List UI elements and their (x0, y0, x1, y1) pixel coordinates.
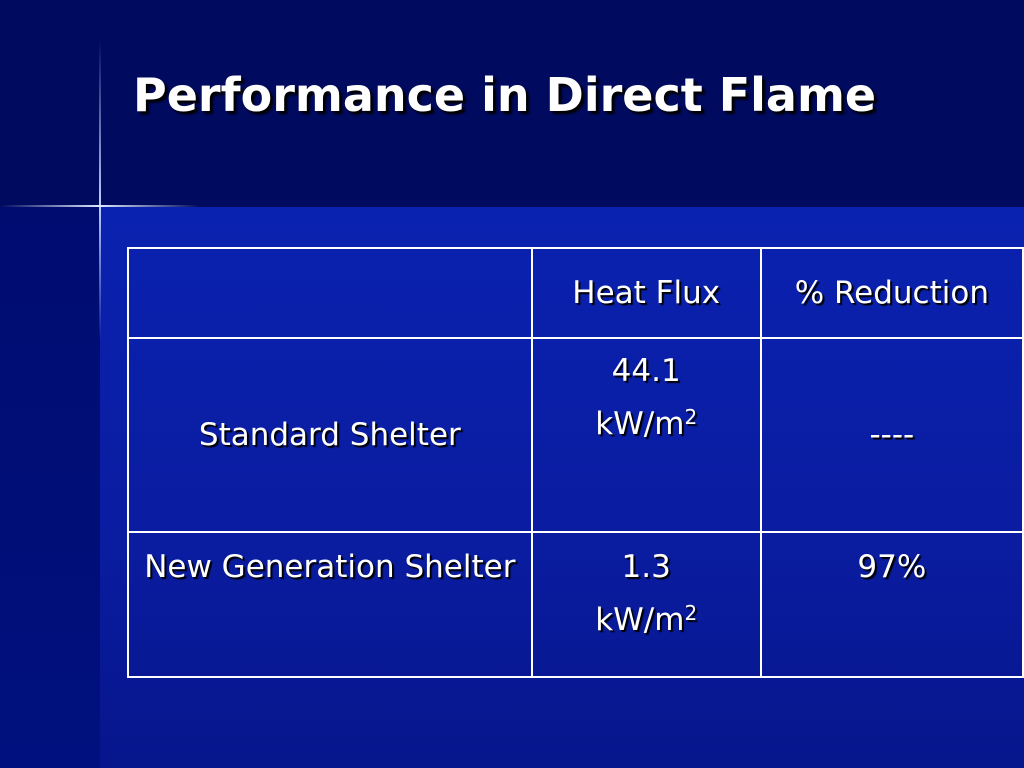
header-cell: Heat Flux (530, 247, 762, 339)
exponent: 2 (684, 601, 698, 625)
heat-flux-cell: 44.1 kW/m2 (530, 337, 762, 533)
unit-line: kW/m2 (533, 395, 760, 453)
star-horizontal (0, 205, 200, 207)
row-label: New Generation Shelter (127, 531, 533, 678)
unit-line: kW/m2 (533, 591, 760, 649)
star-vertical (99, 40, 101, 340)
table: Heat Flux % Reduction Standard Shelter 4… (127, 247, 1024, 678)
table-row: Standard Shelter 44.1 kW/m2 ---- (127, 337, 1024, 533)
heat-flux-cell: 1.3 kW/m2 (530, 531, 762, 678)
header-cell (127, 247, 533, 339)
slide-title: Performance in Direct Flame (133, 68, 877, 122)
header-cell: % Reduction (759, 247, 1024, 339)
header-row: Heat Flux % Reduction (127, 247, 1024, 339)
value: 44.1 (611, 353, 681, 389)
reduction-cell: ---- (759, 337, 1024, 533)
unit: kW/m (595, 406, 685, 442)
exponent: 2 (684, 405, 698, 429)
row-label: Standard Shelter (127, 337, 533, 533)
value: 1.3 (621, 549, 671, 585)
reduction-cell: 97% (759, 531, 1024, 678)
background-left (0, 207, 100, 768)
table-row: New Generation Shelter 1.3 kW/m2 97% (127, 531, 1024, 678)
unit: kW/m (595, 602, 685, 638)
